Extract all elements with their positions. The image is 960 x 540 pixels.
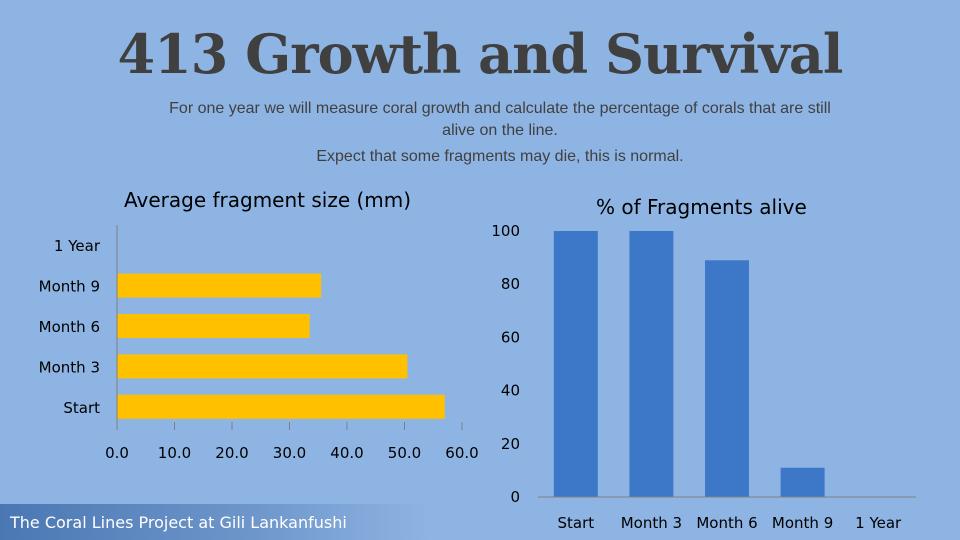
y-tick-label: 0 <box>510 488 520 506</box>
footer-text: The Coral Lines Project at Gili Lankanfu… <box>10 513 347 532</box>
x-tick-label: 0.0 <box>105 444 129 462</box>
bar-month-3 <box>117 354 408 379</box>
x-tick-label: Start <box>557 514 594 532</box>
y-tick-label: 80 <box>501 275 520 293</box>
slide-title: 413 Growth and Survival <box>117 22 844 86</box>
slide-subtitle: For one year we will measure coral growt… <box>169 100 831 139</box>
chart2-title: % of Fragments alive <box>596 195 807 219</box>
x-tick-label: Month 9 <box>772 514 833 532</box>
column-start <box>553 231 598 497</box>
bar-start <box>117 394 445 419</box>
x-tick-label: 40.0 <box>330 444 363 462</box>
bar-month-9 <box>117 273 322 298</box>
y-tick-label: 20 <box>501 435 520 453</box>
x-tick-label: 10.0 <box>158 444 191 462</box>
slide-note: Expect that some fragments may die, this… <box>316 148 684 165</box>
x-tick-label: Month 3 <box>621 514 682 532</box>
x-tick-label: 1 Year <box>855 514 902 532</box>
y-tick-label: Start <box>63 399 100 417</box>
x-tick-label: Month 6 <box>696 514 757 532</box>
y-tick-label: 1 Year <box>54 237 101 255</box>
x-tick-label: 20.0 <box>215 444 248 462</box>
x-tick-label: 60.0 <box>445 444 478 462</box>
column-month-3 <box>629 231 674 497</box>
chart1-title: Average fragment size (mm) <box>124 188 412 212</box>
y-tick-label: Month 6 <box>39 318 100 336</box>
y-tick-label: 100 <box>491 222 520 240</box>
x-tick-label: 30.0 <box>273 444 306 462</box>
column-month-6 <box>705 260 749 497</box>
footer-banner: The Coral Lines Project at Gili Lankanfu… <box>0 504 430 540</box>
y-tick-label: Month 9 <box>39 278 100 296</box>
column-month-9 <box>780 467 825 497</box>
y-tick-label: Month 3 <box>39 358 100 376</box>
x-tick-label: 50.0 <box>388 444 421 462</box>
y-tick-label: 40 <box>501 382 520 400</box>
bar-month-6 <box>117 314 310 338</box>
y-tick-label: 60 <box>501 328 520 346</box>
